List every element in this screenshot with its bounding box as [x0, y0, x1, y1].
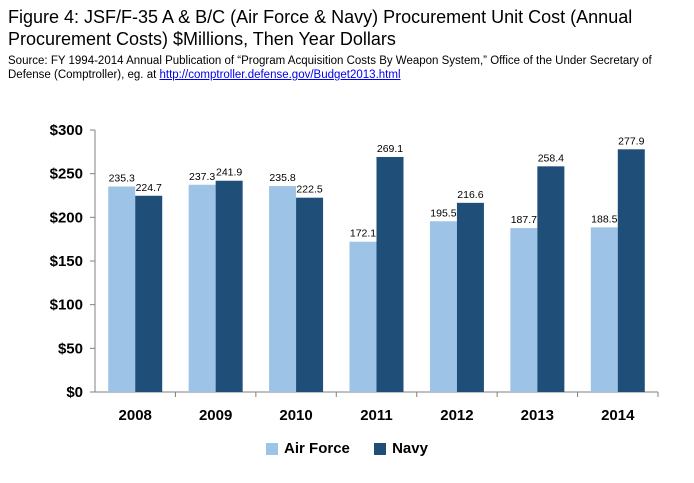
bar-navy-2013	[537, 166, 565, 392]
bar-air-force-2014	[590, 227, 618, 392]
data-label-navy-2008: 224.7	[136, 182, 162, 194]
legend: Air Force Navy	[0, 440, 694, 459]
bar-navy-2012	[456, 202, 484, 392]
data-label-air-force-2009: 237.3	[189, 171, 215, 183]
y-tick-label: $50	[58, 340, 83, 357]
data-label-navy-2013: 258.4	[538, 152, 564, 164]
data-label-air-force-2010: 235.8	[269, 172, 295, 184]
bar-air-force-2012	[429, 221, 457, 392]
bar-air-force-2010	[269, 186, 297, 392]
source-text: Source: FY 1994-2014 Annual Publication …	[8, 55, 652, 81]
data-label-air-force-2014: 188.5	[591, 213, 617, 225]
bar-navy-2011	[376, 156, 404, 392]
data-label-air-force-2012: 195.5	[430, 207, 456, 219]
legend-label-navy: Navy	[392, 440, 428, 457]
legend-swatch-navy	[374, 442, 387, 455]
chart-title: Figure 4: JSF/F-35 A & B/C (Air Force & …	[8, 7, 633, 49]
x-tick-label: 2012	[440, 407, 473, 424]
bar-air-force-2009	[188, 184, 216, 392]
y-tick-label: $150	[50, 253, 83, 270]
legend-item-air-force: Air Force	[266, 440, 350, 457]
y-tick-label: $300	[50, 122, 83, 139]
x-tick-label: 2013	[521, 407, 554, 424]
data-label-air-force-2011: 172.1	[350, 228, 376, 240]
legend-label-air-force: Air Force	[284, 440, 350, 457]
data-label-navy-2009: 241.9	[216, 167, 242, 179]
data-label-navy-2010: 222.5	[296, 184, 322, 196]
data-label-navy-2012: 216.6	[457, 189, 483, 201]
y-tick-label: $0	[66, 384, 83, 401]
y-tick-label: $250	[50, 166, 83, 183]
bar-navy-2008	[135, 195, 163, 392]
y-tick-label: $100	[50, 297, 83, 314]
data-label-navy-2014: 277.9	[618, 135, 644, 147]
x-tick-label: 2011	[360, 407, 393, 424]
legend-item-navy: Navy	[374, 440, 428, 457]
source-note: Source: FY 1994-2014 Annual Publication …	[8, 54, 692, 82]
data-label-air-force-2008: 235.3	[109, 173, 135, 185]
y-tick-label: $200	[50, 209, 83, 226]
bar-navy-2014	[617, 149, 645, 392]
data-label-navy-2011: 269.1	[377, 143, 403, 155]
legend-swatch-air-force	[266, 442, 279, 455]
bar-navy-2010	[296, 197, 324, 392]
x-tick-label: 2009	[199, 407, 232, 424]
x-tick-label: 2008	[119, 407, 152, 424]
bar-air-force-2013	[510, 228, 538, 392]
bar-air-force-2011	[349, 241, 377, 392]
data-label-air-force-2013: 187.7	[511, 214, 537, 226]
x-tick-label: 2014	[601, 407, 635, 424]
x-tick-label: 2010	[279, 407, 312, 424]
bar-air-force-2008	[108, 186, 136, 392]
bar-navy-2009	[215, 180, 243, 392]
source-link[interactable]: http://comptroller.defense.gov/Budget201…	[159, 69, 401, 81]
